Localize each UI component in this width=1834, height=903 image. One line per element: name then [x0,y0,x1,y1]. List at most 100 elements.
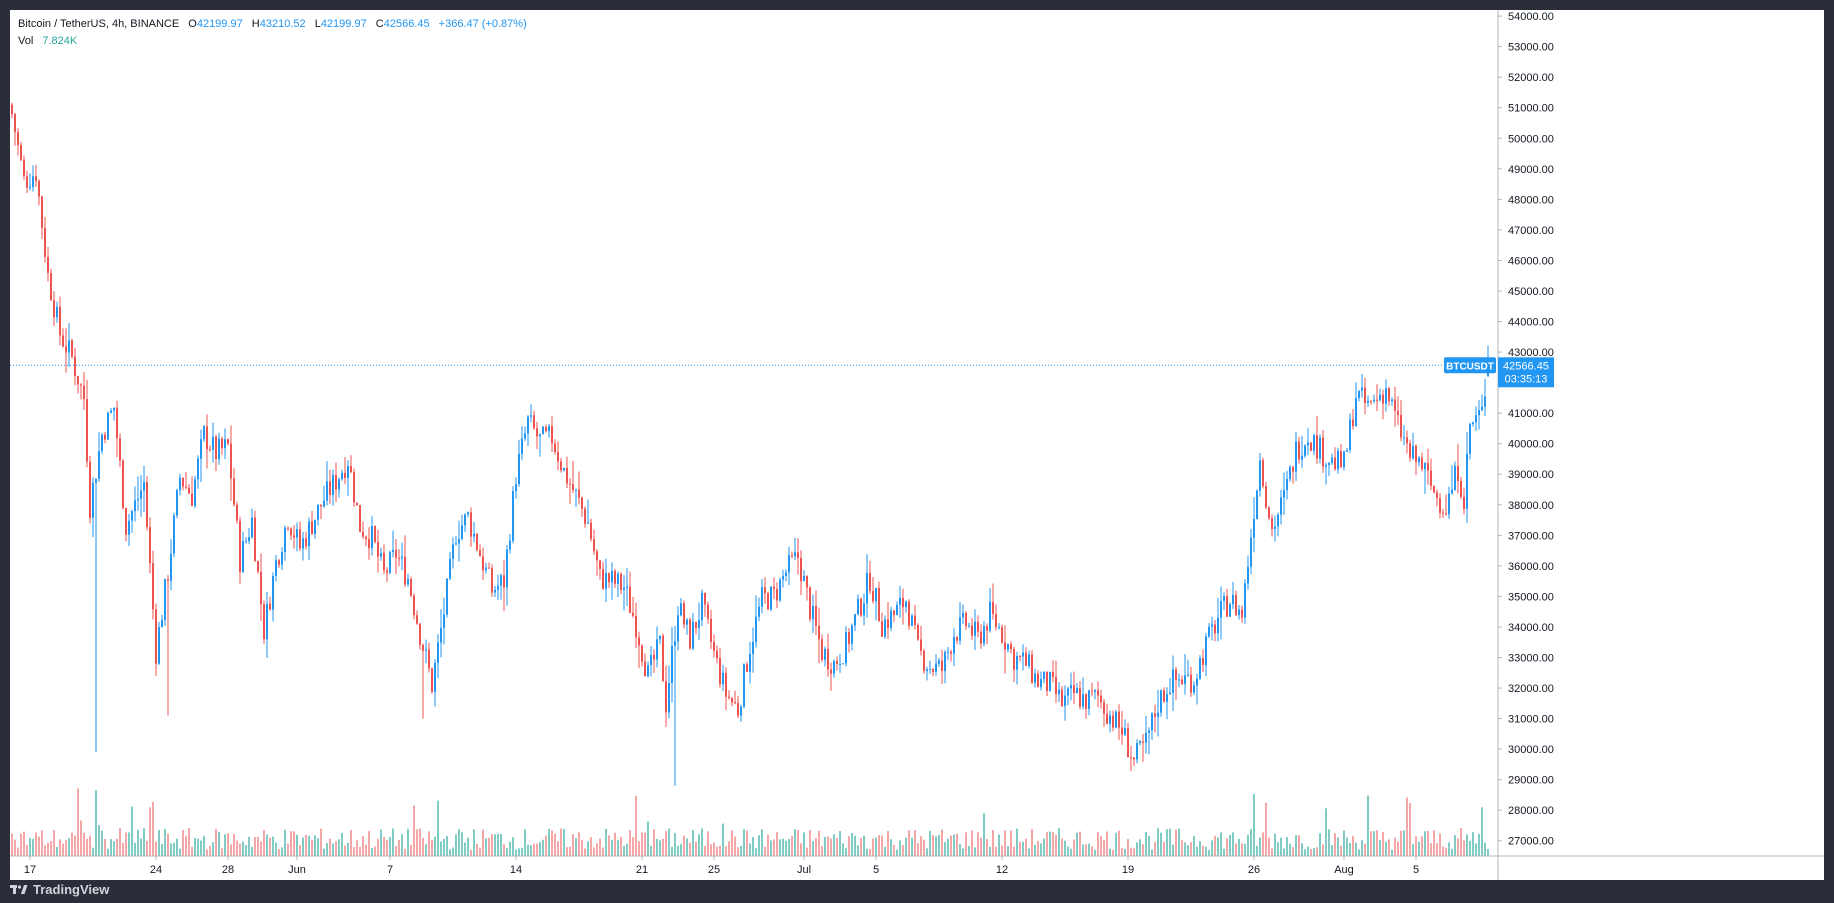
chart-pane[interactable]: 27000.00 28000.00 29000.00 30000.00 31000.00… [10,10,1824,880]
volume-bar [1337,837,1339,856]
candle-body [17,132,19,145]
legend-volume-row: Vol 7.824K [18,33,527,50]
volume-bar [1394,837,1396,856]
candle-body [557,452,559,462]
volume-bar [791,835,793,856]
volume-bar [1439,833,1441,856]
volume-bar [176,838,178,856]
volume-bar [1301,843,1303,856]
volume-bar [1376,830,1378,856]
candle-body [1043,671,1045,680]
candle-body [347,466,349,478]
volume-bar [1133,848,1135,856]
volume-bar [1232,832,1234,856]
candle-body [830,669,832,674]
volume-bar [389,837,391,856]
volume-bar [1319,833,1321,856]
candle-body [782,575,784,580]
volume-bar [1145,831,1147,856]
volume-bar [314,835,316,856]
tradingview-brand[interactable]: TradingView [10,877,109,901]
volume-bar [185,835,187,856]
candle-body [239,520,241,573]
volume-bar [698,834,700,856]
candle-body [1433,485,1435,493]
candle-body [401,556,403,559]
candle-body [1211,624,1213,627]
candle-body [716,650,718,659]
candle-body [1010,644,1012,650]
volume-bar [47,842,49,856]
volume-bar [977,832,979,856]
candle-body [206,426,208,450]
candle-body [1232,594,1234,605]
candle-body [671,645,673,683]
candle-body [1121,727,1123,735]
candle-body [920,639,922,651]
volume-bar [299,845,301,856]
volume-bar [320,828,322,856]
volume-bar [1391,849,1393,856]
symbol-title[interactable]: Bitcoin / TetherUS, 4h, BINANCE [18,18,180,30]
candle-body [428,649,430,669]
volume-bar [164,829,166,856]
volume-bar [638,841,640,856]
candle-body [458,538,460,544]
volume-bar [242,841,244,856]
volume-bar [533,843,535,856]
volume-bar [386,839,388,856]
candle-body [518,453,520,485]
volume-bar [851,832,853,856]
volume-bar [566,847,568,856]
volume-bar [224,834,226,856]
volume-bar [842,843,844,856]
volume-bar [233,834,235,856]
volume-bar [197,838,199,856]
volume-bar [128,832,130,856]
volume-bar [866,848,868,856]
price-tick-label: 44000.00 [1508,317,1554,329]
volume-bar [194,837,196,856]
candle-body [215,436,217,459]
volume-bar [248,836,250,856]
candle-body [212,436,214,450]
candle-body [1115,711,1117,728]
candle-body [638,637,640,646]
time-tick-label: 7 [387,864,393,876]
volume-bar [941,829,943,856]
volume-bar [143,828,145,856]
volume-bar [446,836,448,856]
candle-body [278,560,280,565]
candle-body [116,407,118,439]
volume-bar [266,834,268,856]
candle-body [1031,654,1033,683]
volume-bar [938,834,940,856]
volume-bar [1298,835,1300,856]
volume-bar [776,832,778,856]
volume-bar [662,838,664,856]
candlestick-chart[interactable]: 27000.00 28000.00 29000.00 30000.00 31000.00… [10,10,1824,880]
volume-bar [539,841,541,856]
candle-body [1307,442,1309,446]
candle-body [1340,450,1342,468]
candle-body [656,639,658,660]
volume-bar [296,834,298,856]
volume-bar [35,832,37,856]
volume-bar [1139,839,1141,856]
candle-body [305,538,307,547]
candle-body [1277,514,1279,527]
candle-body [1085,694,1087,709]
candle-body [986,626,988,631]
volume-bar [323,848,325,856]
candle-body [1388,388,1390,402]
candle-body [815,605,817,626]
volume-bar [800,843,802,856]
candle-body [806,575,808,588]
candle-body [1457,466,1459,482]
candle-body [1385,388,1387,404]
volume-bar [263,830,265,856]
candle-body [1241,609,1243,618]
candle-body [596,551,598,561]
volume-label[interactable]: Vol [18,35,34,47]
candle-body [938,660,940,664]
